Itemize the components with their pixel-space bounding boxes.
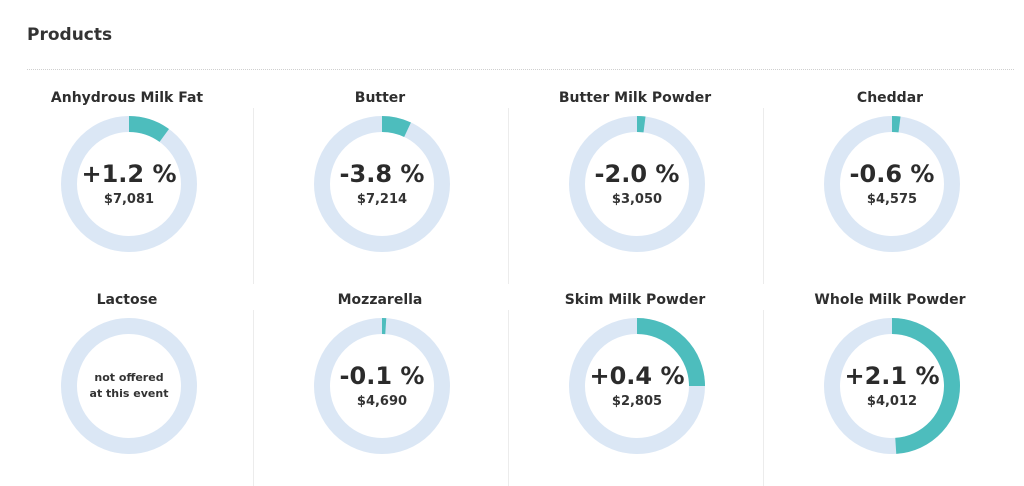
- product-card-anhydrous-milk-fat: Anhydrous Milk Fat +1.2 % $7,081: [0, 90, 254, 280]
- product-card-skim-milk-powder: Skim Milk Powder +0.4 % $2,805: [508, 292, 762, 482]
- price-value: $2,805: [612, 393, 662, 411]
- donut-center: +2.1 % $4,012: [822, 316, 962, 456]
- product-name: Skim Milk Powder: [508, 292, 762, 308]
- price-value: $7,214: [357, 191, 407, 209]
- change-percent: -3.8 %: [340, 160, 425, 188]
- change-percent: +2.1 %: [844, 362, 939, 390]
- price-value: $4,575: [867, 191, 917, 209]
- product-name: Butter Milk Powder: [508, 90, 762, 106]
- donut-chart: +2.1 % $4,012: [822, 316, 962, 456]
- donut-chart: not offered at this event: [59, 316, 199, 456]
- donut-center: -3.8 % $7,214: [312, 114, 452, 254]
- donut-chart: -0.6 % $4,575: [822, 114, 962, 254]
- donut-center: +1.2 % $7,081: [59, 114, 199, 254]
- donut-center: -2.0 % $3,050: [567, 114, 707, 254]
- change-percent: -0.1 %: [340, 362, 425, 390]
- product-card-whole-milk-powder: Whole Milk Powder +2.1 % $4,012: [763, 292, 1017, 482]
- product-card-cheddar: Cheddar -0.6 % $4,575: [763, 90, 1017, 280]
- product-card-lactose: Lactose not offered at this event: [0, 292, 254, 482]
- donut-chart: -2.0 % $3,050: [567, 114, 707, 254]
- donut-center: not offered at this event: [59, 316, 199, 456]
- not-offered-note: not offered at this event: [90, 370, 169, 402]
- price-value: $3,050: [612, 191, 662, 209]
- donut-chart: +1.2 % $7,081: [59, 114, 199, 254]
- donut-center: +0.4 % $2,805: [567, 316, 707, 456]
- product-name: Butter: [253, 90, 507, 106]
- donut-chart: -3.8 % $7,214: [312, 114, 452, 254]
- donut-chart: +0.4 % $2,805: [567, 316, 707, 456]
- product-name: Mozzarella: [253, 292, 507, 308]
- product-card-butter-milk-powder: Butter Milk Powder -2.0 % $3,050: [508, 90, 762, 280]
- price-value: $7,081: [104, 191, 154, 209]
- change-percent: -0.6 %: [850, 160, 935, 188]
- product-name: Anhydrous Milk Fat: [0, 90, 254, 106]
- product-name: Whole Milk Powder: [763, 292, 1017, 308]
- product-card-mozzarella: Mozzarella -0.1 % $4,690: [253, 292, 507, 482]
- price-value: $4,690: [357, 393, 407, 411]
- change-percent: +0.4 %: [589, 362, 684, 390]
- price-value: $4,012: [867, 393, 917, 411]
- change-percent: -2.0 %: [595, 160, 680, 188]
- product-name: Cheddar: [763, 90, 1017, 106]
- donut-chart: -0.1 % $4,690: [312, 316, 452, 456]
- donut-center: -0.1 % $4,690: [312, 316, 452, 456]
- product-name: Lactose: [0, 292, 254, 308]
- product-card-butter: Butter -3.8 % $7,214: [253, 90, 507, 280]
- change-percent: +1.2 %: [81, 160, 176, 188]
- donut-center: -0.6 % $4,575: [822, 114, 962, 254]
